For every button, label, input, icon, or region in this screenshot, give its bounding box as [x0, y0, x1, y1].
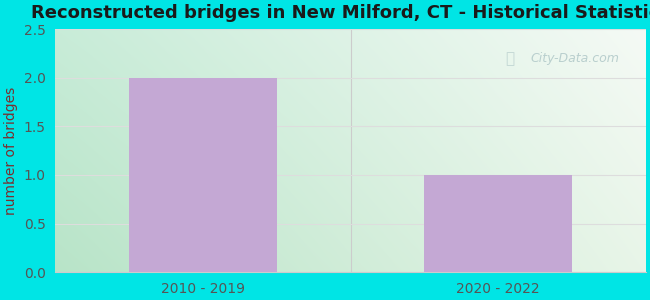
- Bar: [424, 175, 572, 272]
- Y-axis label: number of bridges: number of bridges: [4, 87, 18, 215]
- Title: Reconstructed bridges in New Milford, CT - Historical Statistics: Reconstructed bridges in New Milford, CT…: [31, 4, 650, 22]
- Text: City-Data.com: City-Data.com: [530, 52, 619, 65]
- Text: ⦿: ⦿: [506, 51, 515, 66]
- Bar: [129, 78, 277, 272]
